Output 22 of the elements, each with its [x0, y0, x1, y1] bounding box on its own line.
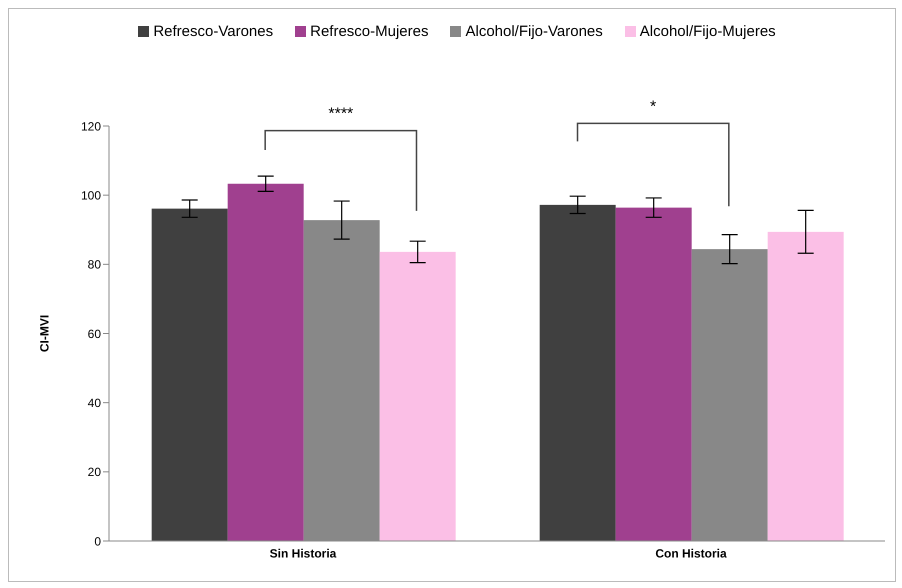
y-tick-label: 100 [80, 188, 102, 202]
y-tick-label: 120 [80, 119, 102, 134]
bar [540, 204, 616, 541]
legend-label: Alcohol/Fijo-Varones [464, 23, 603, 40]
y-tick-label: 40 [88, 396, 102, 410]
y-tick-label: 80 [88, 258, 102, 272]
y-tick-label: 0 [94, 534, 102, 548]
bar [152, 208, 228, 541]
bar [380, 252, 456, 541]
bar [616, 208, 692, 541]
y-axis-title: CI-MVI [37, 314, 52, 352]
legend-label: Alcohol/Fijo-Mujeres [638, 23, 776, 40]
text: **** [328, 106, 354, 123]
legend-label: Refresco-Varones [152, 23, 274, 40]
legend-label: Refresco-Mujeres [309, 23, 428, 40]
text: * [650, 98, 656, 116]
x-tick-label: Sin Historia [270, 546, 337, 561]
y-tick-label: 20 [88, 465, 102, 480]
bar [228, 184, 304, 541]
x-tick-label: Con Historia [655, 546, 727, 561]
bar [768, 232, 844, 541]
y-tick-label: 60 [88, 326, 102, 341]
